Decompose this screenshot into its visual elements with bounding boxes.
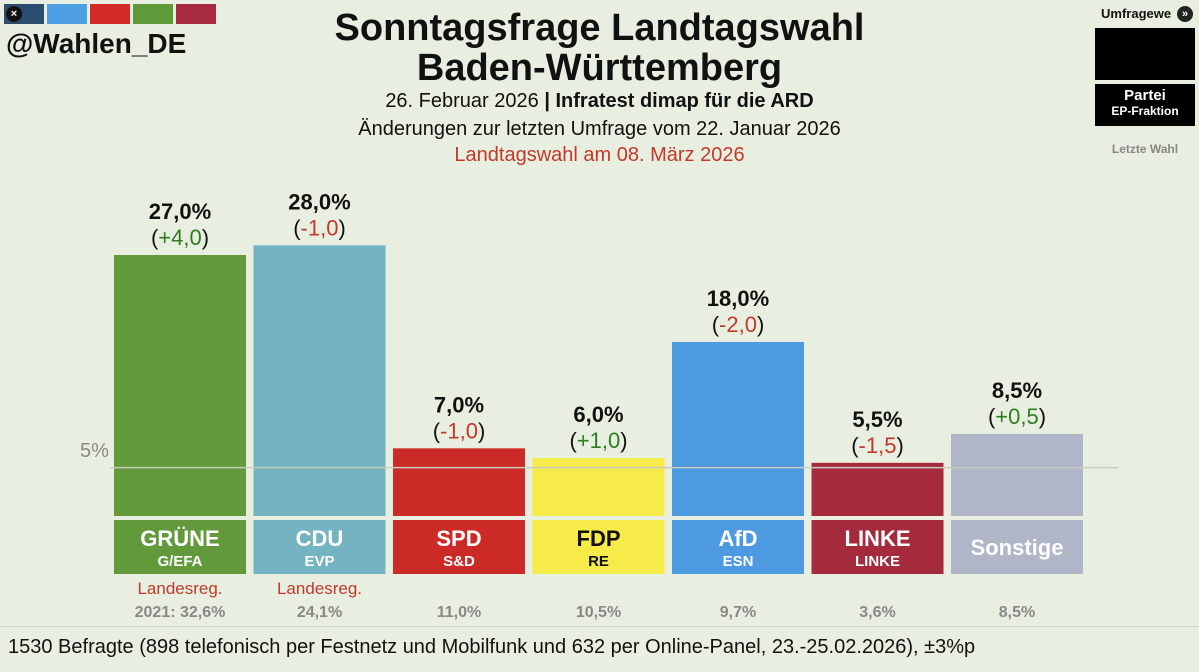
- bar: [811, 462, 944, 516]
- value-label: 6,0%: [573, 402, 623, 427]
- last-election-value: 11,0%: [437, 604, 481, 621]
- last-election-value: 3,6%: [859, 604, 895, 621]
- party-name: AfD: [718, 526, 757, 551]
- changes-note: Änderungen zur letzten Umfrage vom 22. J…: [358, 118, 841, 140]
- close-icon[interactable]: ×: [6, 6, 22, 22]
- title-line-1: Sonntagsfrage Landtagswahl: [334, 7, 865, 49]
- swatch-3: [90, 4, 130, 24]
- legend-party-label: Partei: [1124, 87, 1166, 104]
- value-label: 8,5%: [992, 378, 1042, 403]
- last-election-value: 8,5%: [999, 604, 1035, 621]
- color-swatches: ×: [4, 4, 216, 24]
- value-label: 18,0%: [707, 286, 769, 311]
- party-label-box: [951, 520, 1083, 574]
- legend-head: Umfragewe »: [1095, 4, 1195, 24]
- legend-fraction-label: EP-Fraktion: [1111, 104, 1179, 118]
- election-note: Landtagswahl am 08. März 2026: [454, 144, 745, 166]
- last-election-value: 9,7%: [720, 604, 756, 621]
- legend-panel: Umfragewe » Partei EP-Fraktion Letzte Wa…: [1095, 4, 1195, 156]
- ep-fraction: LINKE: [855, 553, 900, 570]
- chevron-right-icon[interactable]: »: [1177, 6, 1193, 22]
- bar: [114, 255, 246, 516]
- change-label: (-1,0): [293, 215, 346, 240]
- party-name: GRÜNE: [140, 526, 219, 551]
- party-label-box: [393, 520, 525, 574]
- last-election-value: 2021: 32,6%: [135, 604, 226, 621]
- change-label: (-2,0): [712, 312, 765, 337]
- party-label-box: [114, 520, 246, 574]
- ep-fraction: G/EFA: [157, 553, 202, 570]
- value-label: 5,5%: [852, 407, 902, 432]
- value-label: 7,0%: [434, 392, 484, 417]
- ep-fraction: S&D: [443, 553, 475, 570]
- chart-title: Sonntagsfrage Landtagswahl Baden-Württem…: [200, 8, 999, 88]
- bar: [951, 433, 1083, 516]
- swatch-1[interactable]: ×: [4, 4, 44, 24]
- value-label: 28,0%: [288, 189, 350, 214]
- footer-sample-info: 1530 Befragte (898 telefonisch per Festn…: [8, 636, 976, 658]
- party-name: LINKE: [845, 526, 911, 551]
- swatch-5: [176, 4, 216, 24]
- change-label: (+1,0): [569, 428, 627, 453]
- party-label-box: [532, 520, 665, 574]
- legend-last-election: Letzte Wahl: [1111, 142, 1179, 156]
- last-election-value: 10,5%: [576, 604, 621, 621]
- bar: [393, 448, 525, 516]
- legend-value-box: [1095, 28, 1195, 80]
- government-label: Landesreg.: [277, 579, 362, 598]
- account-handle: @Wahlen_DE: [6, 28, 187, 59]
- footer-divider: [0, 626, 1199, 627]
- party-label-box: [672, 520, 804, 574]
- value-label: 27,0%: [149, 199, 211, 224]
- legend-head-label: Umfragewe: [1101, 6, 1172, 21]
- threshold-label: 5%: [80, 440, 109, 462]
- bar: [532, 458, 665, 516]
- change-label: (+4,0): [151, 225, 209, 250]
- separator: |: [544, 90, 550, 112]
- bar-chart: 27,0%(+4,0) GRÜNE G/EFA Landesreg. 2021: 32,…: [110, 189, 1118, 621]
- legend-party-box: Partei EP-Fraktion: [1095, 84, 1195, 126]
- last-election-value: 24,1%: [297, 604, 342, 621]
- party-label-box: [253, 520, 386, 574]
- party-name: Sonstige: [971, 535, 1064, 560]
- party-label-box: [811, 520, 944, 574]
- bar: [253, 245, 386, 517]
- ep-fraction: ESN: [723, 553, 754, 570]
- change-label: (-1,0): [433, 418, 486, 443]
- bar: [672, 342, 804, 516]
- party-name: FDP: [577, 526, 621, 551]
- party-name: SPD: [436, 526, 481, 551]
- swatch-2: [47, 4, 87, 24]
- poll-institute: Infratest dimap für die ARD: [555, 90, 814, 112]
- ep-fraction: EVP: [304, 553, 334, 570]
- subtitle-date-institute: 26. Februar 2026 | Infratest dimap für d…: [200, 90, 999, 113]
- change-label: (-1,5): [851, 433, 904, 458]
- poll-date: 26. Februar 2026: [385, 90, 539, 112]
- ep-fraction: RE: [588, 553, 609, 570]
- swatch-4: [133, 4, 173, 24]
- title-line-2: Baden-Württemberg: [416, 47, 783, 89]
- party-name: CDU: [296, 526, 344, 551]
- change-label: (+0,5): [988, 404, 1046, 429]
- government-label: Landesreg.: [137, 579, 222, 598]
